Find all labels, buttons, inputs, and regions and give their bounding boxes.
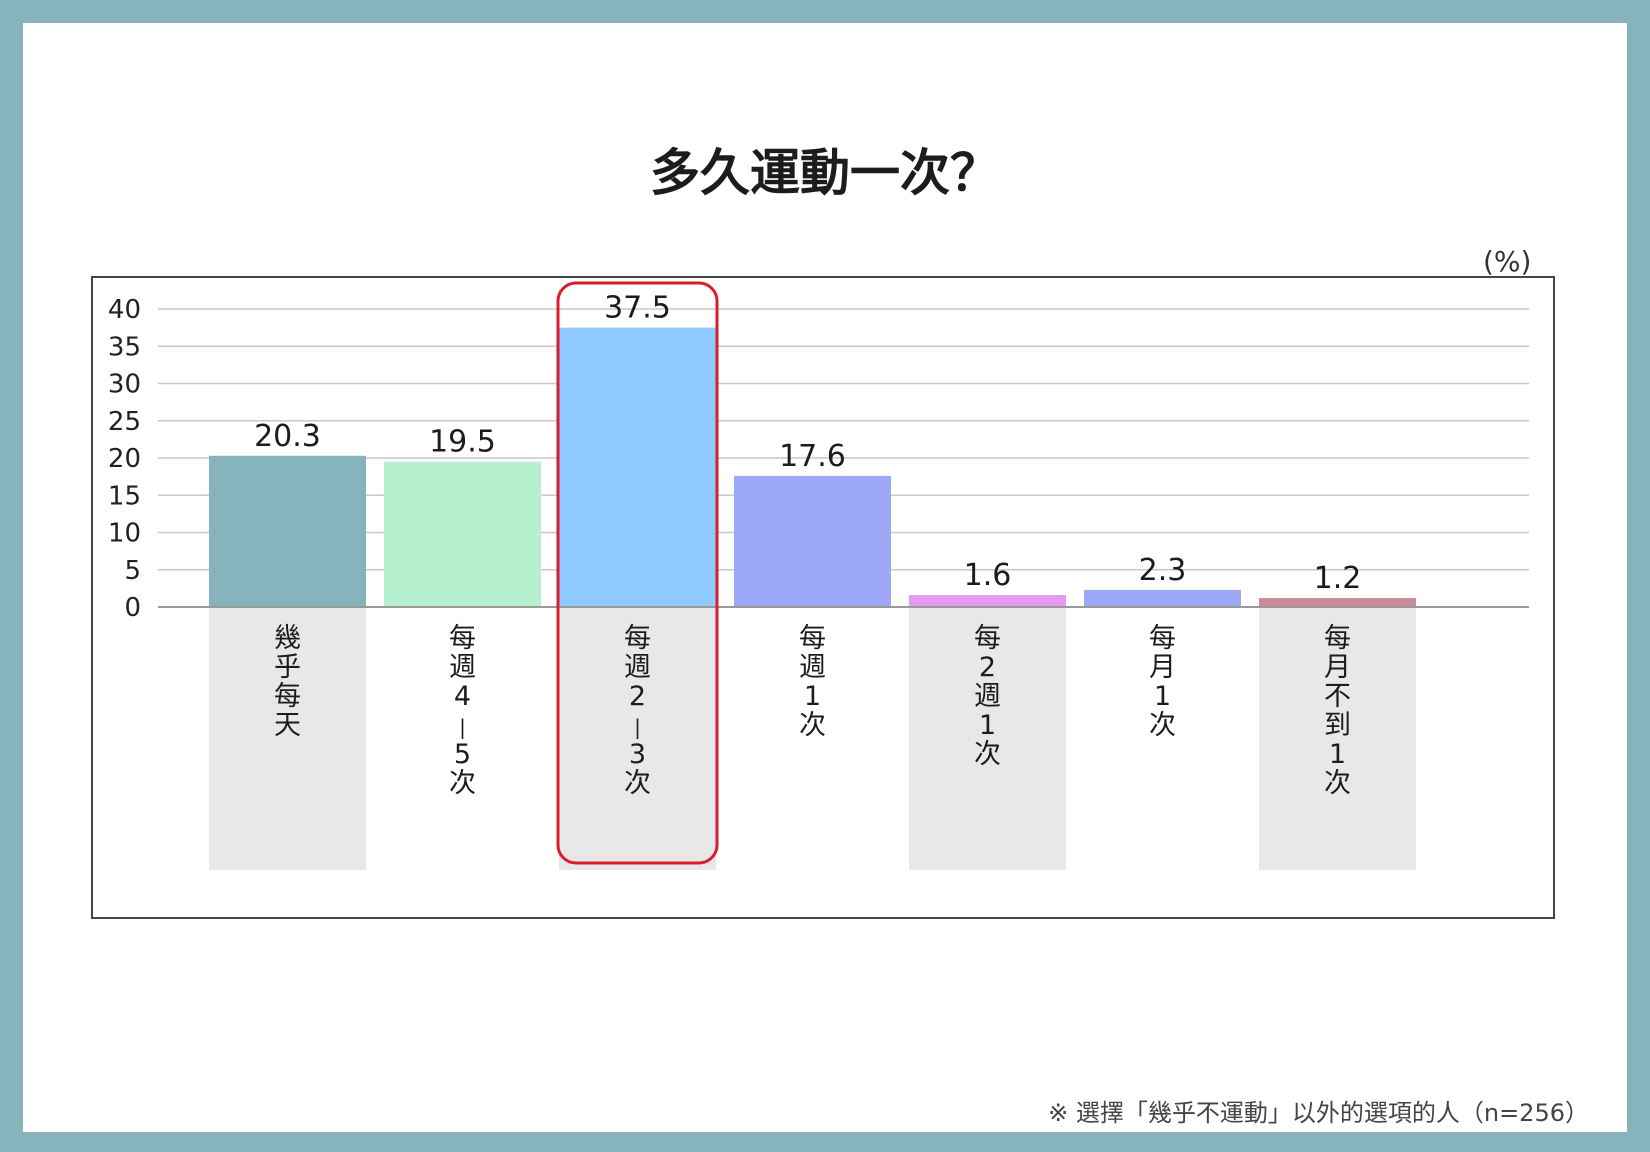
category-label-char: 3	[629, 739, 646, 770]
bar-value-label: 17.6	[779, 439, 846, 474]
y-tick-label: 25	[108, 407, 141, 437]
category-label-char: 次	[624, 768, 651, 799]
chart-title: 多久運動一次？	[650, 144, 1000, 202]
category-label-char: 2	[979, 652, 996, 683]
category-label-char: 每	[449, 623, 476, 654]
footnote: ※ 選擇「幾乎不運動」以外的選項的人（n=256）	[1048, 1099, 1589, 1127]
category-label-char: 5	[454, 739, 471, 770]
y-tick-label: 0	[124, 593, 141, 623]
category-label-char: 週	[799, 652, 826, 683]
y-tick-label: 30	[108, 370, 141, 400]
category-label-char: 週	[624, 652, 651, 683]
bar-value-label: 19.5	[429, 425, 496, 460]
bar	[1084, 589, 1241, 607]
category-label-char: 週	[449, 652, 476, 683]
category-label-char: 1	[1329, 739, 1346, 770]
category-label-char: 次	[799, 710, 826, 741]
bar	[384, 461, 541, 607]
category-label-char: 1	[1154, 681, 1171, 712]
category-label-char: 週	[974, 681, 1001, 712]
bar	[1259, 598, 1416, 607]
y-tick-label: 5	[124, 556, 141, 586]
category-label-char: 次	[1324, 768, 1351, 799]
category-band	[209, 607, 366, 870]
bar	[909, 595, 1066, 607]
category-band	[909, 607, 1066, 870]
bar-value-label: 2.3	[1139, 553, 1187, 588]
category-label-char: 月	[1149, 652, 1176, 683]
category-label-char: 不	[1324, 681, 1351, 712]
y-tick-label: 35	[108, 332, 141, 362]
plot-frame	[91, 276, 1555, 919]
bar-value-label: 1.6	[964, 558, 1012, 593]
category-label-char: 1	[804, 681, 821, 712]
category-label-char: 天	[274, 710, 301, 741]
category-label-char: 每	[799, 623, 826, 654]
category-label-char: 每	[274, 681, 301, 712]
category-label-char: 次	[449, 768, 476, 799]
category-label-char: 幾	[274, 623, 301, 654]
category-label-char: 1	[979, 710, 996, 741]
bar-value-label: 20.3	[254, 419, 321, 454]
category-label-char: 到	[1324, 710, 1351, 741]
bar	[209, 455, 366, 607]
bar	[734, 475, 891, 607]
category-label-char: 月	[1324, 652, 1351, 683]
bar	[559, 327, 716, 607]
category-label-char: 每	[624, 623, 651, 654]
y-tick-label: 20	[108, 444, 141, 474]
y-tick-label: 40	[108, 295, 141, 325]
category-label-char: 乎	[274, 652, 301, 683]
category-band	[559, 607, 716, 870]
y-tick-label: 10	[108, 519, 141, 549]
y-tick-label: 15	[108, 481, 141, 511]
category-label-char: 2	[629, 681, 646, 712]
chart-card: 多久運動一次？ (%) 0 5 10 15 20 25 30 35 40 20.3 19.5 37.5…	[23, 23, 1627, 1132]
category-label-char: 次	[1149, 710, 1176, 741]
category-label-char: |	[634, 715, 641, 739]
unit-label: (%)	[1483, 245, 1532, 278]
bar-value-label: 1.2	[1314, 561, 1362, 596]
category-label-char: |	[459, 715, 466, 739]
bar-value-label: 37.5	[604, 291, 671, 326]
category-label-char: 每	[974, 623, 1001, 654]
highlight-box	[556, 281, 719, 865]
category-label-char: 次	[974, 739, 1001, 770]
category-band	[1259, 607, 1416, 870]
category-label-char: 4	[454, 681, 471, 712]
category-label-char: 每	[1149, 623, 1176, 654]
category-label-char: 每	[1324, 623, 1351, 654]
